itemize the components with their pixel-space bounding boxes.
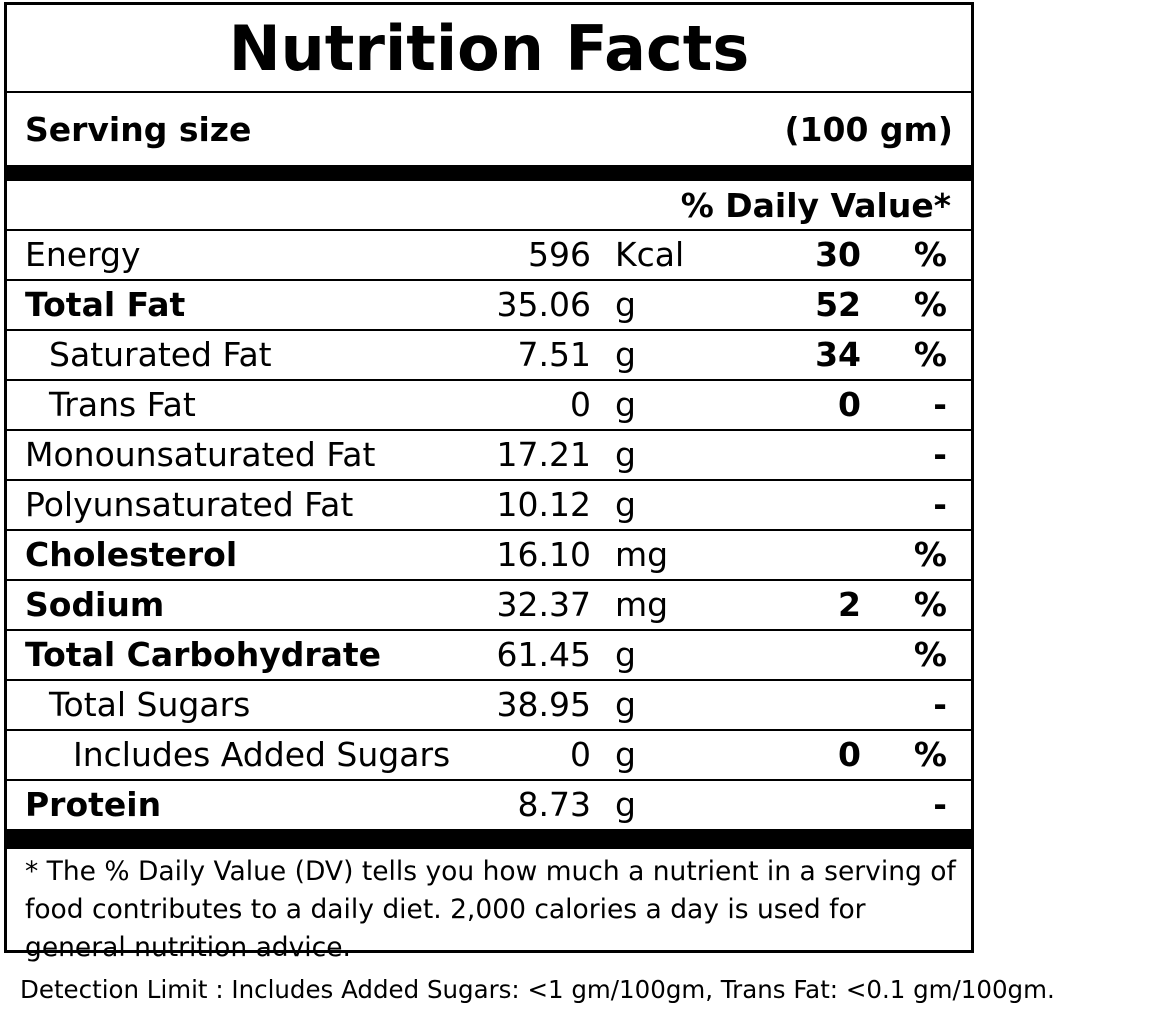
detection-limit-note: Detection Limit : Includes Added Sugars:… bbox=[20, 975, 1055, 1004]
nutrient-percent-sign: % bbox=[913, 285, 947, 324]
nutrient-percent-sign: - bbox=[933, 385, 947, 424]
nutrient-amount: 16.10 bbox=[496, 535, 591, 574]
nutrient-amount: 0 bbox=[570, 385, 591, 424]
nutrient-unit: mg bbox=[615, 585, 669, 624]
nutrient-name: Trans Fat bbox=[49, 385, 196, 424]
daily-value-header: % Daily Value* bbox=[7, 181, 971, 231]
nutrient-row-polyunsaturated-fat: Polyunsaturated Fat 10.12 g - bbox=[7, 481, 971, 531]
nutrient-percent-sign: % bbox=[913, 335, 947, 374]
nutrient-unit: g bbox=[615, 685, 636, 724]
nutrient-percent-sign: % bbox=[913, 635, 947, 674]
serving-size-row: Serving size (100 gm) bbox=[7, 93, 971, 165]
nutrient-name: Polyunsaturated Fat bbox=[25, 485, 354, 524]
nutrient-name: Energy bbox=[25, 235, 141, 274]
nutrient-percent-sign: - bbox=[933, 685, 947, 724]
nutrient-percent-sign: % bbox=[913, 235, 947, 274]
nutrient-percent-sign: - bbox=[933, 785, 947, 824]
nutrient-name: Total Fat bbox=[25, 285, 186, 324]
nutrient-row-cholesterol: Cholesterol 16.10 mg % bbox=[7, 531, 971, 581]
nutrient-amount: 32.37 bbox=[496, 585, 591, 624]
nutrient-unit: mg bbox=[615, 535, 669, 574]
nutrient-percent-sign: % bbox=[913, 735, 947, 774]
nutrient-unit: g bbox=[615, 735, 636, 774]
serving-size-value: (100 gm) bbox=[784, 109, 953, 149]
nutrition-facts-label: Nutrition Facts Serving size (100 gm) % … bbox=[4, 2, 974, 963]
nutrient-daily-value: 30 bbox=[815, 235, 861, 274]
nutrient-amount: 38.95 bbox=[496, 685, 591, 724]
thick-divider-bottom bbox=[7, 829, 971, 849]
nutrient-amount: 17.21 bbox=[496, 435, 591, 474]
label-title: Nutrition Facts bbox=[7, 5, 971, 93]
nutrient-name: Monounsaturated Fat bbox=[25, 435, 376, 474]
nutrient-row-protein: Protein 8.73 g - bbox=[7, 781, 971, 829]
nutrient-unit: g bbox=[615, 385, 636, 424]
nutrient-name: Total Sugars bbox=[49, 685, 251, 724]
nutrient-row-monounsaturated-fat: Monounsaturated Fat 17.21 g - bbox=[7, 431, 971, 481]
nutrient-amount: 7.51 bbox=[517, 335, 591, 374]
nutrient-name: Saturated Fat bbox=[49, 335, 272, 374]
nutrient-percent-sign: % bbox=[913, 535, 947, 574]
nutrient-name: Sodium bbox=[25, 585, 165, 624]
nutrient-unit: g bbox=[615, 335, 636, 374]
nutrient-row-total-carbohydrate: Total Carbohydrate 61.45 g % bbox=[7, 631, 971, 681]
nutrient-amount: 10.12 bbox=[496, 485, 591, 524]
nutrient-row-total-fat: Total Fat 35.06 g 52 % bbox=[7, 281, 971, 331]
nutrient-name: Total Carbohydrate bbox=[25, 635, 382, 674]
nutrient-daily-value: 52 bbox=[815, 285, 861, 324]
nutrient-unit: g bbox=[615, 435, 636, 474]
nutrient-name: Cholesterol bbox=[25, 535, 238, 574]
nutrient-row-sodium: Sodium 32.37 mg 2 % bbox=[7, 581, 971, 631]
daily-value-footnote: * The % Daily Value (DV) tells you how m… bbox=[25, 856, 956, 963]
nutrient-unit: g bbox=[615, 785, 636, 824]
nutrient-row-total-sugars: Total Sugars 38.95 g - bbox=[7, 681, 971, 731]
nutrient-name: Protein bbox=[25, 785, 162, 824]
serving-size-label: Serving size bbox=[25, 109, 252, 149]
nutrient-amount: 61.45 bbox=[496, 635, 591, 674]
nutrient-daily-value: 0 bbox=[838, 735, 861, 774]
nutrient-percent-sign: - bbox=[933, 435, 947, 474]
nutrient-unit: g bbox=[615, 285, 636, 324]
nutrient-daily-value: 0 bbox=[838, 385, 861, 424]
nutrient-name: Includes Added Sugars bbox=[73, 735, 451, 774]
nutrient-daily-value: 34 bbox=[815, 335, 861, 374]
nutrient-amount: 35.06 bbox=[496, 285, 591, 324]
nutrient-amount: 596 bbox=[528, 235, 591, 274]
nutrient-unit: g bbox=[615, 635, 636, 674]
thick-divider bbox=[7, 165, 971, 181]
nutrient-unit: Kcal bbox=[615, 235, 685, 274]
nutrient-row-energy: Energy 596 Kcal 30 % bbox=[7, 231, 971, 281]
nutrient-unit: g bbox=[615, 485, 636, 524]
nutrient-row-trans-fat: Trans Fat 0 g 0 - bbox=[7, 381, 971, 431]
nutrient-percent-sign: % bbox=[913, 585, 947, 624]
nutrient-row-saturated-fat: Saturated Fat 7.51 g 34 % bbox=[7, 331, 971, 381]
nutrient-amount: 8.73 bbox=[517, 785, 591, 824]
nutrient-percent-sign: - bbox=[933, 485, 947, 524]
nutrient-row-added-sugars: Includes Added Sugars 0 g 0 % bbox=[7, 731, 971, 781]
nutrient-daily-value: 2 bbox=[838, 585, 861, 624]
nutrient-amount: 0 bbox=[570, 735, 591, 774]
